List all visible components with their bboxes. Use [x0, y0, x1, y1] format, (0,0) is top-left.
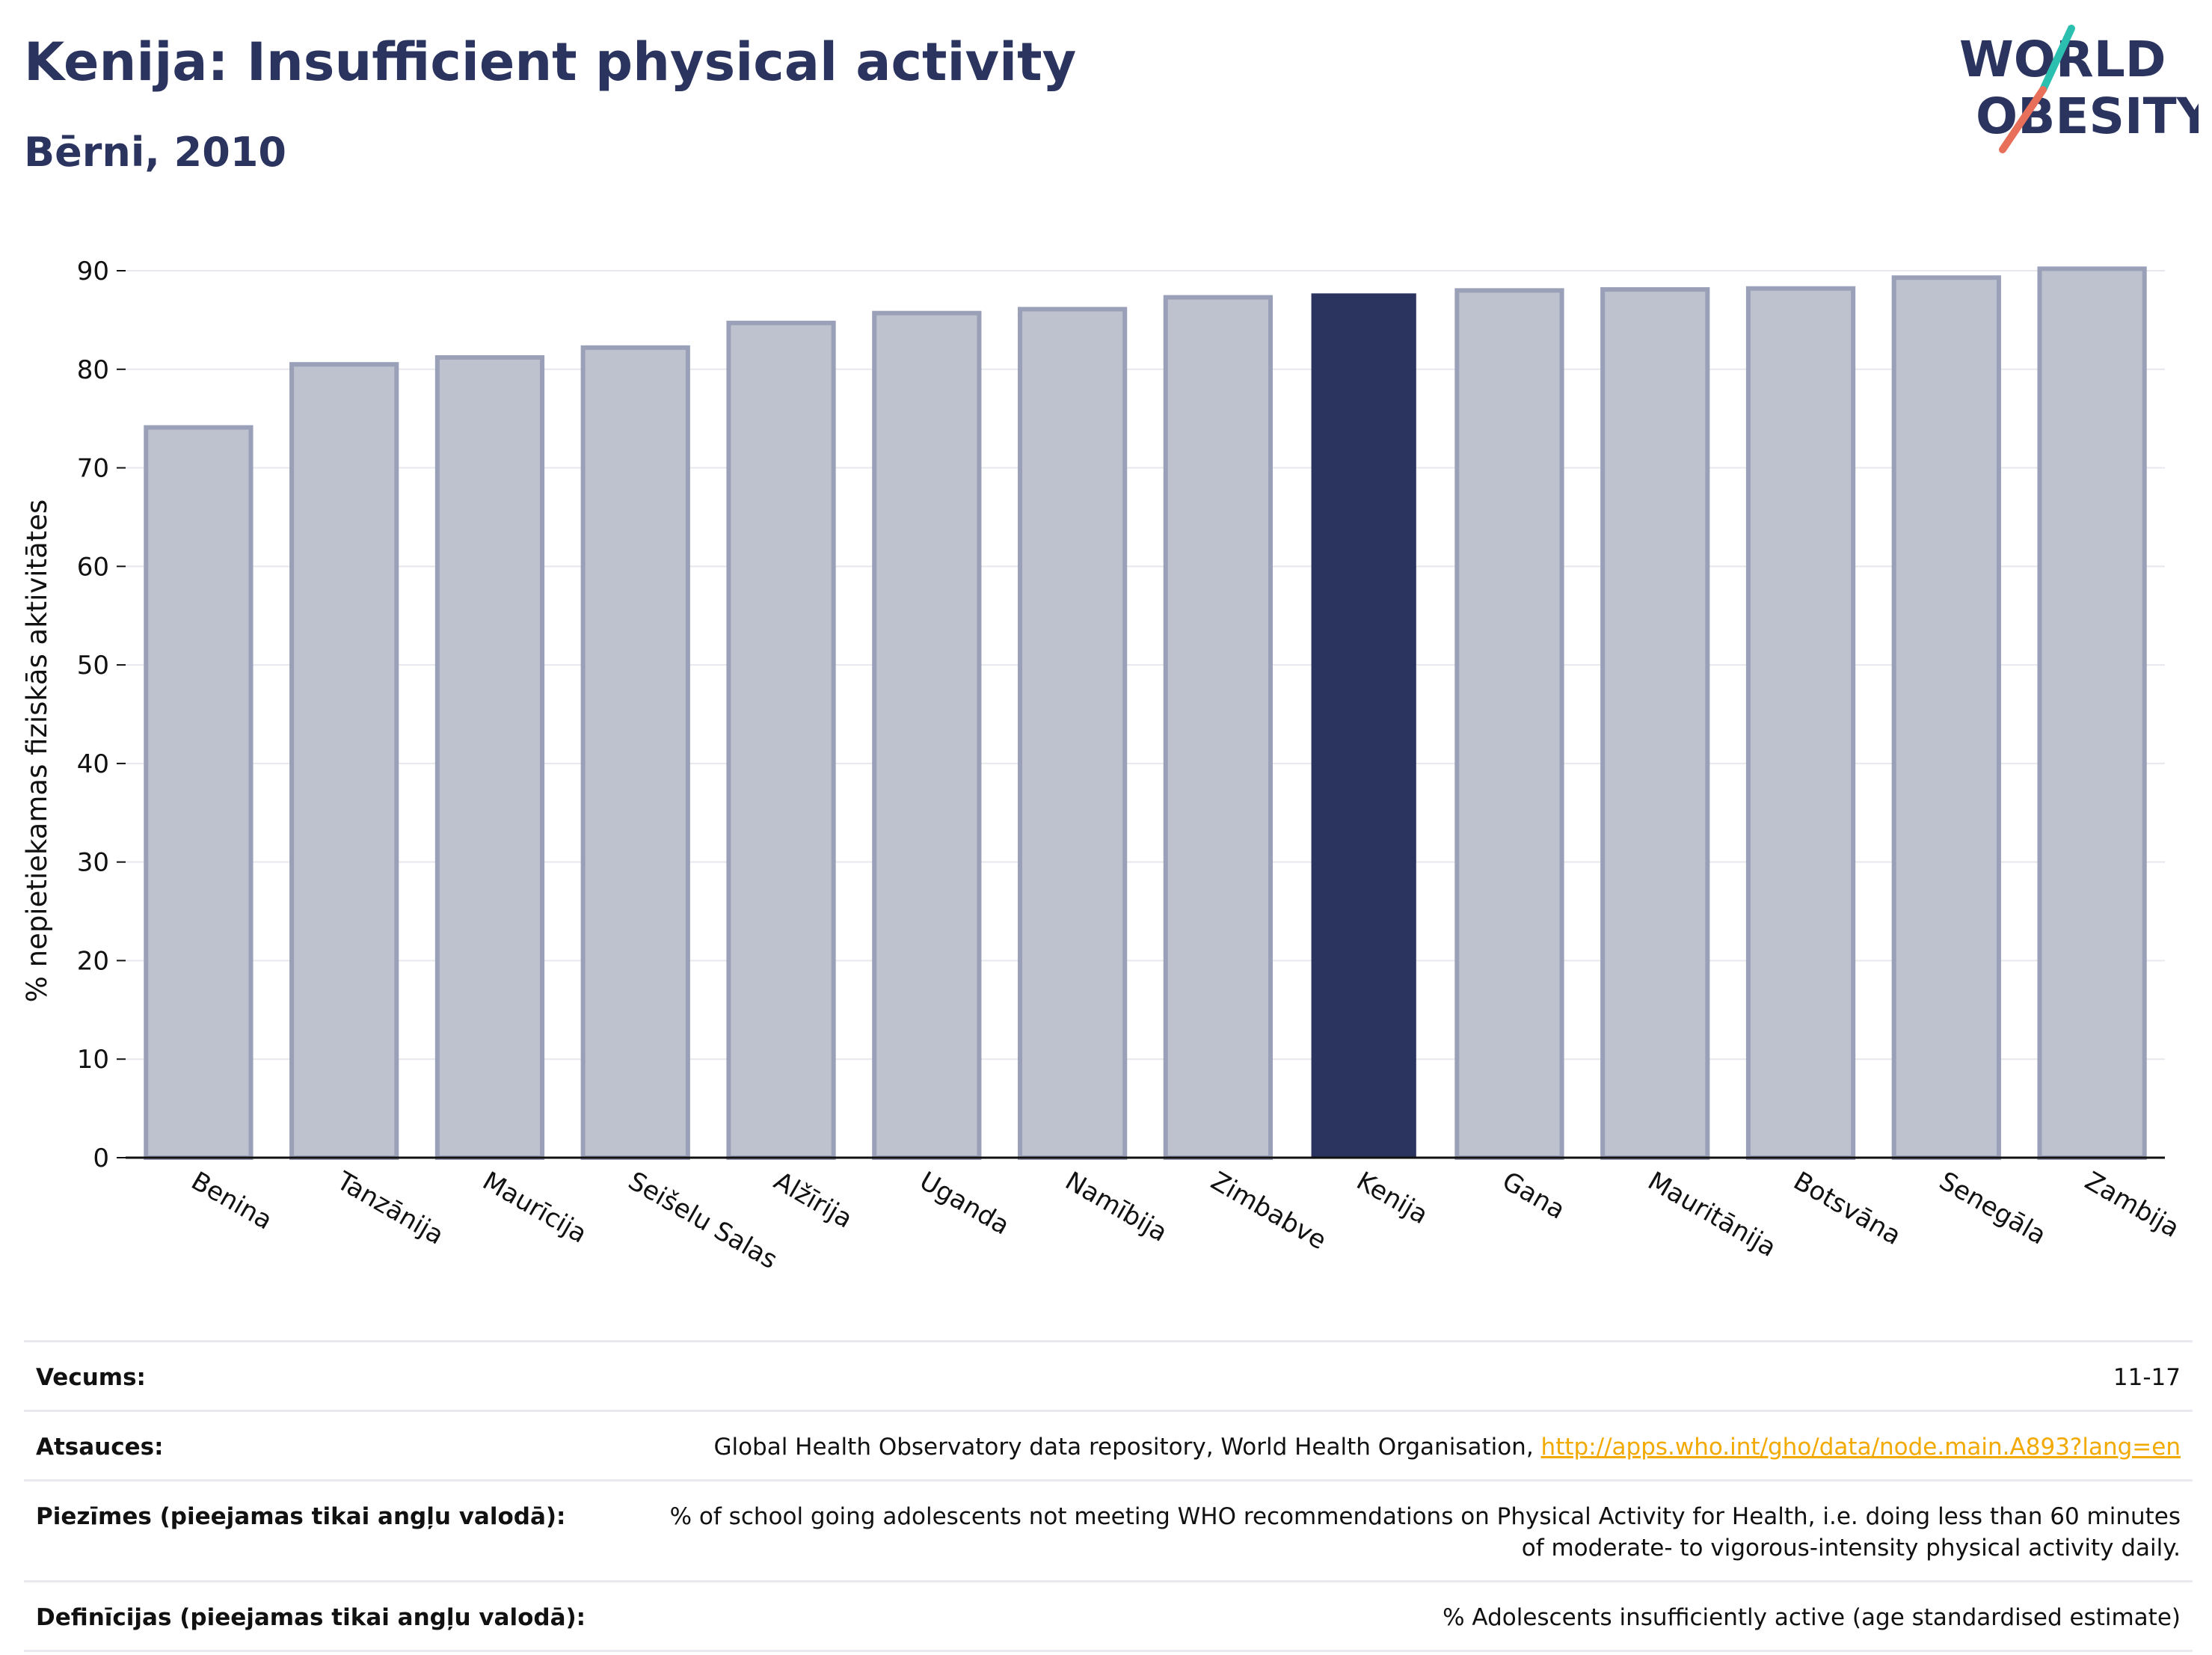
metadata-table: Vecums: 11-17 Atsauces: Global Health Ob… — [24, 1340, 2193, 1652]
x-tick-label: Benina — [186, 1166, 277, 1235]
x-tick-label: Uganda — [915, 1166, 1015, 1241]
y-tick-label: 80 — [77, 355, 109, 385]
bar-uganda — [872, 310, 982, 1161]
bar-kenija — [1311, 293, 1416, 1158]
bar-mauritānija — [1600, 287, 1710, 1161]
meta-label: Vecums: — [36, 1364, 146, 1391]
x-tick-label: Maurīcija — [477, 1166, 592, 1249]
y-tick-label: 90 — [77, 257, 109, 286]
logo-slash-top — [2039, 25, 2075, 93]
y-tick-label: 0 — [93, 1143, 109, 1173]
x-tick-label: Zambija — [2080, 1166, 2184, 1244]
meta-value-wrap: Global Health Observatory data repositor… — [164, 1431, 2181, 1463]
x-tick-label: Mauritānija — [1643, 1166, 1781, 1263]
meta-value: 11-17 — [2113, 1364, 2181, 1391]
bar-zambija — [2037, 266, 2147, 1160]
y-tick-label: 30 — [77, 848, 109, 878]
grid-lines — [126, 270, 2165, 1060]
y-tick-label: 10 — [77, 1045, 109, 1075]
meta-row-age: Vecums: 11-17 — [24, 1340, 2193, 1410]
x-tick-label: Tanzānija — [331, 1166, 449, 1251]
meta-row-references: Atsauces: Global Health Observatory data… — [24, 1410, 2193, 1479]
meta-label: Piezīmes (pieejamas tikai angļu valodā): — [36, 1503, 566, 1530]
meta-row-notes: Piezīmes (pieejamas tikai angļu valodā):… — [24, 1479, 2193, 1580]
bar-chart: 0 10 20 30 40 50 60 70 80 90 Benina Tanzānija Maurīc… — [21, 257, 2184, 1275]
y-axis-label: % nepietiekamas fiziskās aktivitātes — [21, 500, 53, 1003]
bar-namībija — [1017, 307, 1128, 1161]
x-tick-label: Zimbabve — [1205, 1166, 1331, 1256]
y-tick-label: 60 — [77, 552, 109, 582]
bar-benina — [144, 425, 254, 1160]
y-tick-label: 50 — [77, 651, 109, 681]
x-tick-label: Gana — [1497, 1166, 1570, 1225]
logo-slash-bottom — [1999, 86, 2047, 153]
x-tick-label: Seišelu Salas — [623, 1166, 782, 1275]
bar-botsvāna — [1745, 286, 1856, 1161]
y-tick-label: 20 — [77, 946, 109, 976]
meta-value: Global Health Observatory data repositor… — [713, 1434, 1541, 1461]
y-tick-label: 70 — [77, 454, 109, 484]
bar-gana — [1454, 288, 1564, 1160]
y-tick-label: 40 — [77, 749, 109, 779]
x-tick-label: Kenija — [1351, 1166, 1433, 1230]
bar-senegāla — [1891, 275, 2001, 1160]
bar-tanzānija — [289, 362, 399, 1161]
source-link[interactable]: http://apps.who.int/gho/data/node.main.A… — [1540, 1434, 2181, 1461]
bar-seišelu-salas — [580, 345, 690, 1161]
meta-label: Atsauces: — [36, 1434, 164, 1461]
world-obesity-logo: WORLD OBESITY — [1959, 25, 2199, 153]
x-tick-label: Senegāla — [1934, 1166, 2051, 1250]
x-tick-label: Namībija — [1060, 1166, 1173, 1248]
bar-alžīrija — [726, 320, 836, 1161]
bars — [144, 266, 2147, 1161]
page-title: Kenija: Insufficient physical activity — [24, 31, 1077, 93]
bar-maurīcija — [434, 354, 545, 1160]
page-subtitle: Bērni, 2010 — [24, 129, 286, 176]
bar-zimbabve — [1163, 295, 1274, 1161]
x-tick-label: Botsvāna — [1789, 1166, 1906, 1251]
meta-value: % of school going adolescents not meetin… — [669, 1503, 2181, 1562]
meta-label: Definīcijas (pieejamas tikai angļu valod… — [36, 1604, 586, 1631]
meta-value: % Adolescents insufficiently active (age… — [1443, 1604, 2181, 1631]
meta-row-definitions: Definīcijas (pieejamas tikai angļu valod… — [24, 1580, 2193, 1652]
x-tick-label: Alžīrija — [769, 1166, 857, 1235]
